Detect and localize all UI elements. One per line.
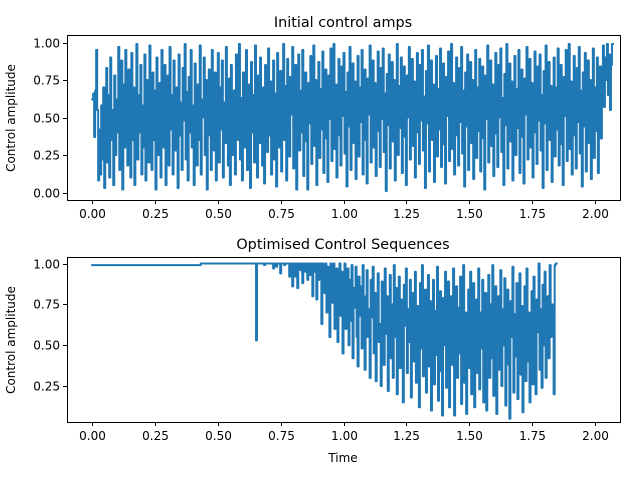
x-tick-label: 1.00 bbox=[331, 429, 358, 443]
y-tick-label: 1.00 bbox=[33, 258, 60, 272]
y-tick-label: 0.50 bbox=[33, 339, 60, 353]
series-line bbox=[91, 262, 558, 420]
y-tick-label: 0.25 bbox=[33, 380, 60, 394]
plot-area: 0.00 0.25 0.50 0.75 1.00 1.25 1.50 1.75 2.00 0.25… bbox=[33, 257, 621, 443]
x-tick-label: 0.50 bbox=[205, 207, 232, 221]
y-tick-label: 0.75 bbox=[33, 74, 60, 88]
chart-title: Optimised Control Sequences bbox=[236, 237, 449, 253]
subplot-initial-control-amps: Initial control amps Control amplitude 0… bbox=[4, 15, 621, 221]
x-tick-label: 0.00 bbox=[79, 207, 106, 221]
y-axis-label: Control amplitude bbox=[4, 286, 18, 394]
y-axis-label: Control amplitude bbox=[4, 64, 18, 172]
y-tick-label: 0.75 bbox=[33, 298, 60, 312]
x-tick-label: 0.50 bbox=[205, 429, 232, 443]
series-line bbox=[91, 43, 614, 192]
x-tick-label: 0.25 bbox=[142, 429, 169, 443]
subplot-optimised-control-sequences: Optimised Control Sequences Control ampl… bbox=[4, 237, 621, 465]
x-tick-label: 0.75 bbox=[268, 207, 295, 221]
x-tick-label: 1.75 bbox=[519, 207, 546, 221]
x-tick-label: 1.50 bbox=[456, 429, 483, 443]
x-tick-label: 1.75 bbox=[519, 429, 546, 443]
chart-title: Initial control amps bbox=[274, 15, 412, 31]
y-tick-label: 0.25 bbox=[33, 149, 60, 163]
y-tick-label: 1.00 bbox=[33, 37, 60, 51]
x-tick-label: 2.00 bbox=[582, 429, 609, 443]
x-tick-label: 1.25 bbox=[393, 429, 420, 443]
y-tick-label: 0.00 bbox=[33, 187, 60, 201]
x-tick-label: 2.00 bbox=[582, 207, 609, 221]
x-tick-label: 1.50 bbox=[456, 207, 483, 221]
x-axis-label: Time bbox=[327, 451, 357, 465]
x-tick-label: 1.25 bbox=[393, 207, 420, 221]
x-tick-label: 0.25 bbox=[142, 207, 169, 221]
x-tick-label: 0.00 bbox=[79, 429, 106, 443]
y-tick-label: 0.50 bbox=[33, 112, 60, 126]
plot-area: 0.00 0.25 0.50 0.75 1.00 1.25 1.50 1.75 2.00 0.00… bbox=[33, 35, 621, 221]
x-tick-label: 0.75 bbox=[268, 429, 295, 443]
x-tick-label: 1.00 bbox=[331, 207, 358, 221]
